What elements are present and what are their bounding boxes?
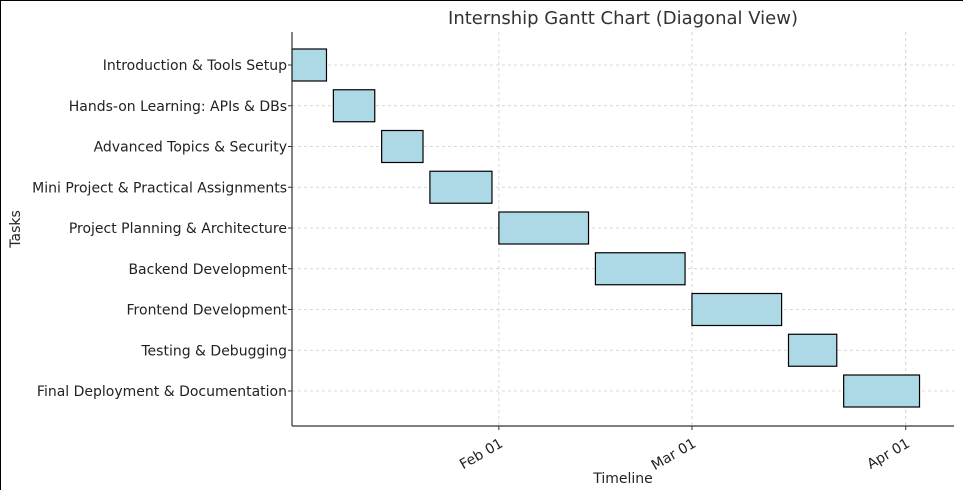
task-label: Advanced Topics & Security [94, 140, 287, 156]
task-label: Project Planning & Architecture [69, 221, 287, 237]
task-bar [691, 292, 783, 327]
task-label: Final Deployment & Documentation [37, 384, 287, 400]
task-label: Hands-on Learning: APIs & DBs [69, 99, 287, 115]
y-tick-layer: Introduction & Tools Setup Hands-on Learn… [32, 58, 292, 400]
x-tick-label: Feb 01 [457, 436, 506, 473]
task-bar [291, 48, 328, 82]
task-bar [594, 252, 686, 286]
x-tick-layer: Feb 01 Mar 01 Apr 01 [457, 426, 913, 474]
x-tick-label: Mar 01 [649, 436, 699, 474]
task-label: Testing & Debugging [140, 343, 287, 359]
x-axis-label: Timeline [592, 471, 653, 487]
bar-layer [291, 48, 921, 408]
task-bar [787, 333, 838, 367]
task-label: Backend Development [128, 262, 287, 278]
task-label: Introduction & Tools Setup [103, 58, 287, 74]
task-label: Frontend Development [127, 303, 288, 319]
task-label: Mini Project & Practical Assignments [32, 180, 287, 196]
task-bar [843, 374, 921, 408]
task-bar [381, 129, 424, 164]
x-tick-label: Apr 01 [864, 436, 912, 473]
task-bar [498, 211, 590, 245]
task-bar [429, 170, 493, 204]
chart-title: Internship Gantt Chart (Diagonal View) [448, 8, 798, 29]
y-axis-label: Tasks [8, 210, 24, 249]
grid-layer [292, 32, 954, 426]
task-bar [332, 89, 376, 123]
